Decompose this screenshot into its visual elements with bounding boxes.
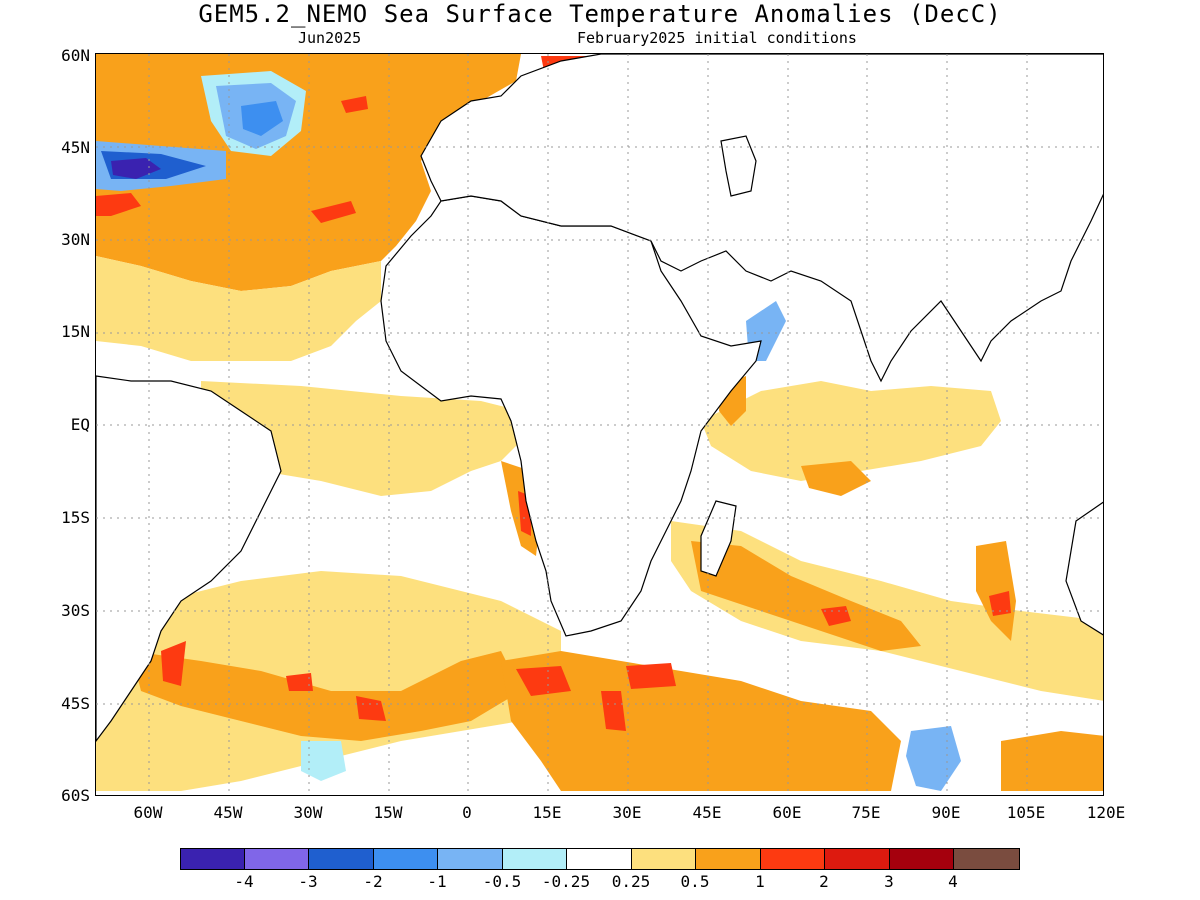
colorbar-swatch-10	[760, 848, 826, 870]
lat-label-45s: 45S	[61, 694, 90, 713]
indian-ocean-light-warm	[701, 381, 1001, 481]
colorbar-label: 3	[884, 872, 894, 891]
tropical-atlantic-light-warm	[201, 381, 521, 496]
colorbar-label: 4	[948, 872, 958, 891]
south-atlantic-hot-spot-2	[286, 673, 313, 691]
map-canvas	[96, 54, 1103, 795]
colorbar-swatch-2	[244, 848, 310, 870]
lon-label-60w: 60W	[133, 803, 163, 822]
west-australia-warm-anomaly	[976, 541, 1016, 641]
southern-ocean-hot-spot-1	[516, 666, 571, 696]
colorbar-swatch-5	[437, 848, 503, 870]
south-atlantic-warm-band	[96, 571, 561, 791]
lat-label-30s: 30S	[61, 601, 90, 620]
europe-coastline	[420, 54, 1103, 383]
south-america-coastline	[96, 375, 282, 742]
madagascar-coastline	[700, 500, 737, 577]
lon-label-75e: 75E	[851, 803, 881, 822]
southern-ocean-cool-light	[301, 741, 346, 781]
colorbar-label: -0.25	[541, 872, 591, 891]
colorbar-swatch-4	[373, 848, 439, 870]
south-indian-warm-core	[691, 541, 921, 651]
land-masses	[96, 54, 1103, 742]
initial-conditions-label: February2025 initial conditions	[577, 29, 857, 47]
atlantic-red-blob-1	[341, 96, 368, 113]
colorbar-label: -2	[363, 872, 383, 891]
lon-label-0: 0	[462, 803, 472, 822]
lon-label-105e: 105E	[1006, 803, 1046, 822]
colorbar-label: -4	[234, 872, 254, 891]
southern-ocean-cool-patch	[906, 726, 961, 791]
atlantic-red-blob-3	[96, 193, 141, 216]
colorbar-swatch-11	[824, 848, 890, 870]
southern-ocean-hot-spot-3	[601, 691, 626, 731]
lon-label-60e: 60E	[772, 803, 802, 822]
colorbar-label: -0.5	[482, 872, 522, 891]
sst-anomaly-map	[95, 53, 1104, 796]
lat-label-eq: EQ	[70, 415, 90, 434]
chart-title: GEM5.2_NEMO Sea Surface Temperature Anom…	[198, 0, 1002, 28]
grid-lines	[96, 54, 1103, 795]
lat-label-15s: 15S	[61, 508, 90, 527]
atlantic-red-blob-2	[311, 201, 356, 223]
colorbar-swatch-12	[889, 848, 955, 870]
lat-label-15n: 15N	[61, 322, 90, 341]
lon-label-15e: 15E	[532, 803, 562, 822]
colorbar-swatch-8	[631, 848, 697, 870]
colorbar-swatch-3	[308, 848, 374, 870]
lon-label-90e: 90E	[931, 803, 961, 822]
colorbar-label: -1	[427, 872, 447, 891]
south-atlantic-warm-core	[131, 651, 521, 741]
southern-ocean-warm-east	[1001, 731, 1103, 791]
north-atlantic-warm-anomaly	[96, 54, 521, 291]
africa-coastline	[380, 195, 762, 637]
lon-label-30w: 30W	[293, 803, 323, 822]
atlantic-light-warm-band	[96, 256, 381, 361]
forecast-month: Jun2025	[298, 29, 362, 47]
lon-label-45e: 45E	[692, 803, 722, 822]
south-atlantic-hot-spot-3	[356, 696, 386, 721]
south-atlantic-hot-spot-1	[161, 641, 186, 686]
indian-ocean-warm-patch	[801, 461, 871, 496]
colorbar-label: 2	[819, 872, 829, 891]
south-indian-hot-spot-1	[821, 606, 851, 626]
colorbar-label: -3	[298, 872, 318, 891]
colorbar-swatch-7	[566, 848, 632, 870]
west-australia-hot-spot	[989, 591, 1011, 616]
lon-label-45w: 45W	[213, 803, 243, 822]
colorbar-label: 0.25	[611, 872, 651, 891]
lat-label-60s: 60S	[61, 786, 90, 805]
caspian-sea	[720, 135, 757, 197]
australia-coastline	[1065, 501, 1103, 636]
southern-ocean-warm-core	[501, 651, 901, 791]
colorbar-swatch-1	[180, 848, 246, 870]
lat-label-30n: 30N	[61, 230, 90, 249]
colorbar-swatch-6	[502, 848, 568, 870]
colorbar-swatch-9	[695, 848, 761, 870]
colorbar-label: 0.5	[680, 872, 710, 891]
lat-label-60n: 60N	[61, 46, 90, 65]
colorbar-label: 1	[755, 872, 765, 891]
lon-label-15w: 15W	[373, 803, 403, 822]
southern-ocean-hot-spot-2	[626, 663, 676, 689]
nw-atlantic-cool-core	[241, 101, 283, 136]
lon-label-30e: 30E	[612, 803, 642, 822]
lat-label-45n: 45N	[61, 138, 90, 157]
colorbar-swatch-13	[953, 848, 1020, 870]
lon-label-120e: 120E	[1086, 803, 1126, 822]
